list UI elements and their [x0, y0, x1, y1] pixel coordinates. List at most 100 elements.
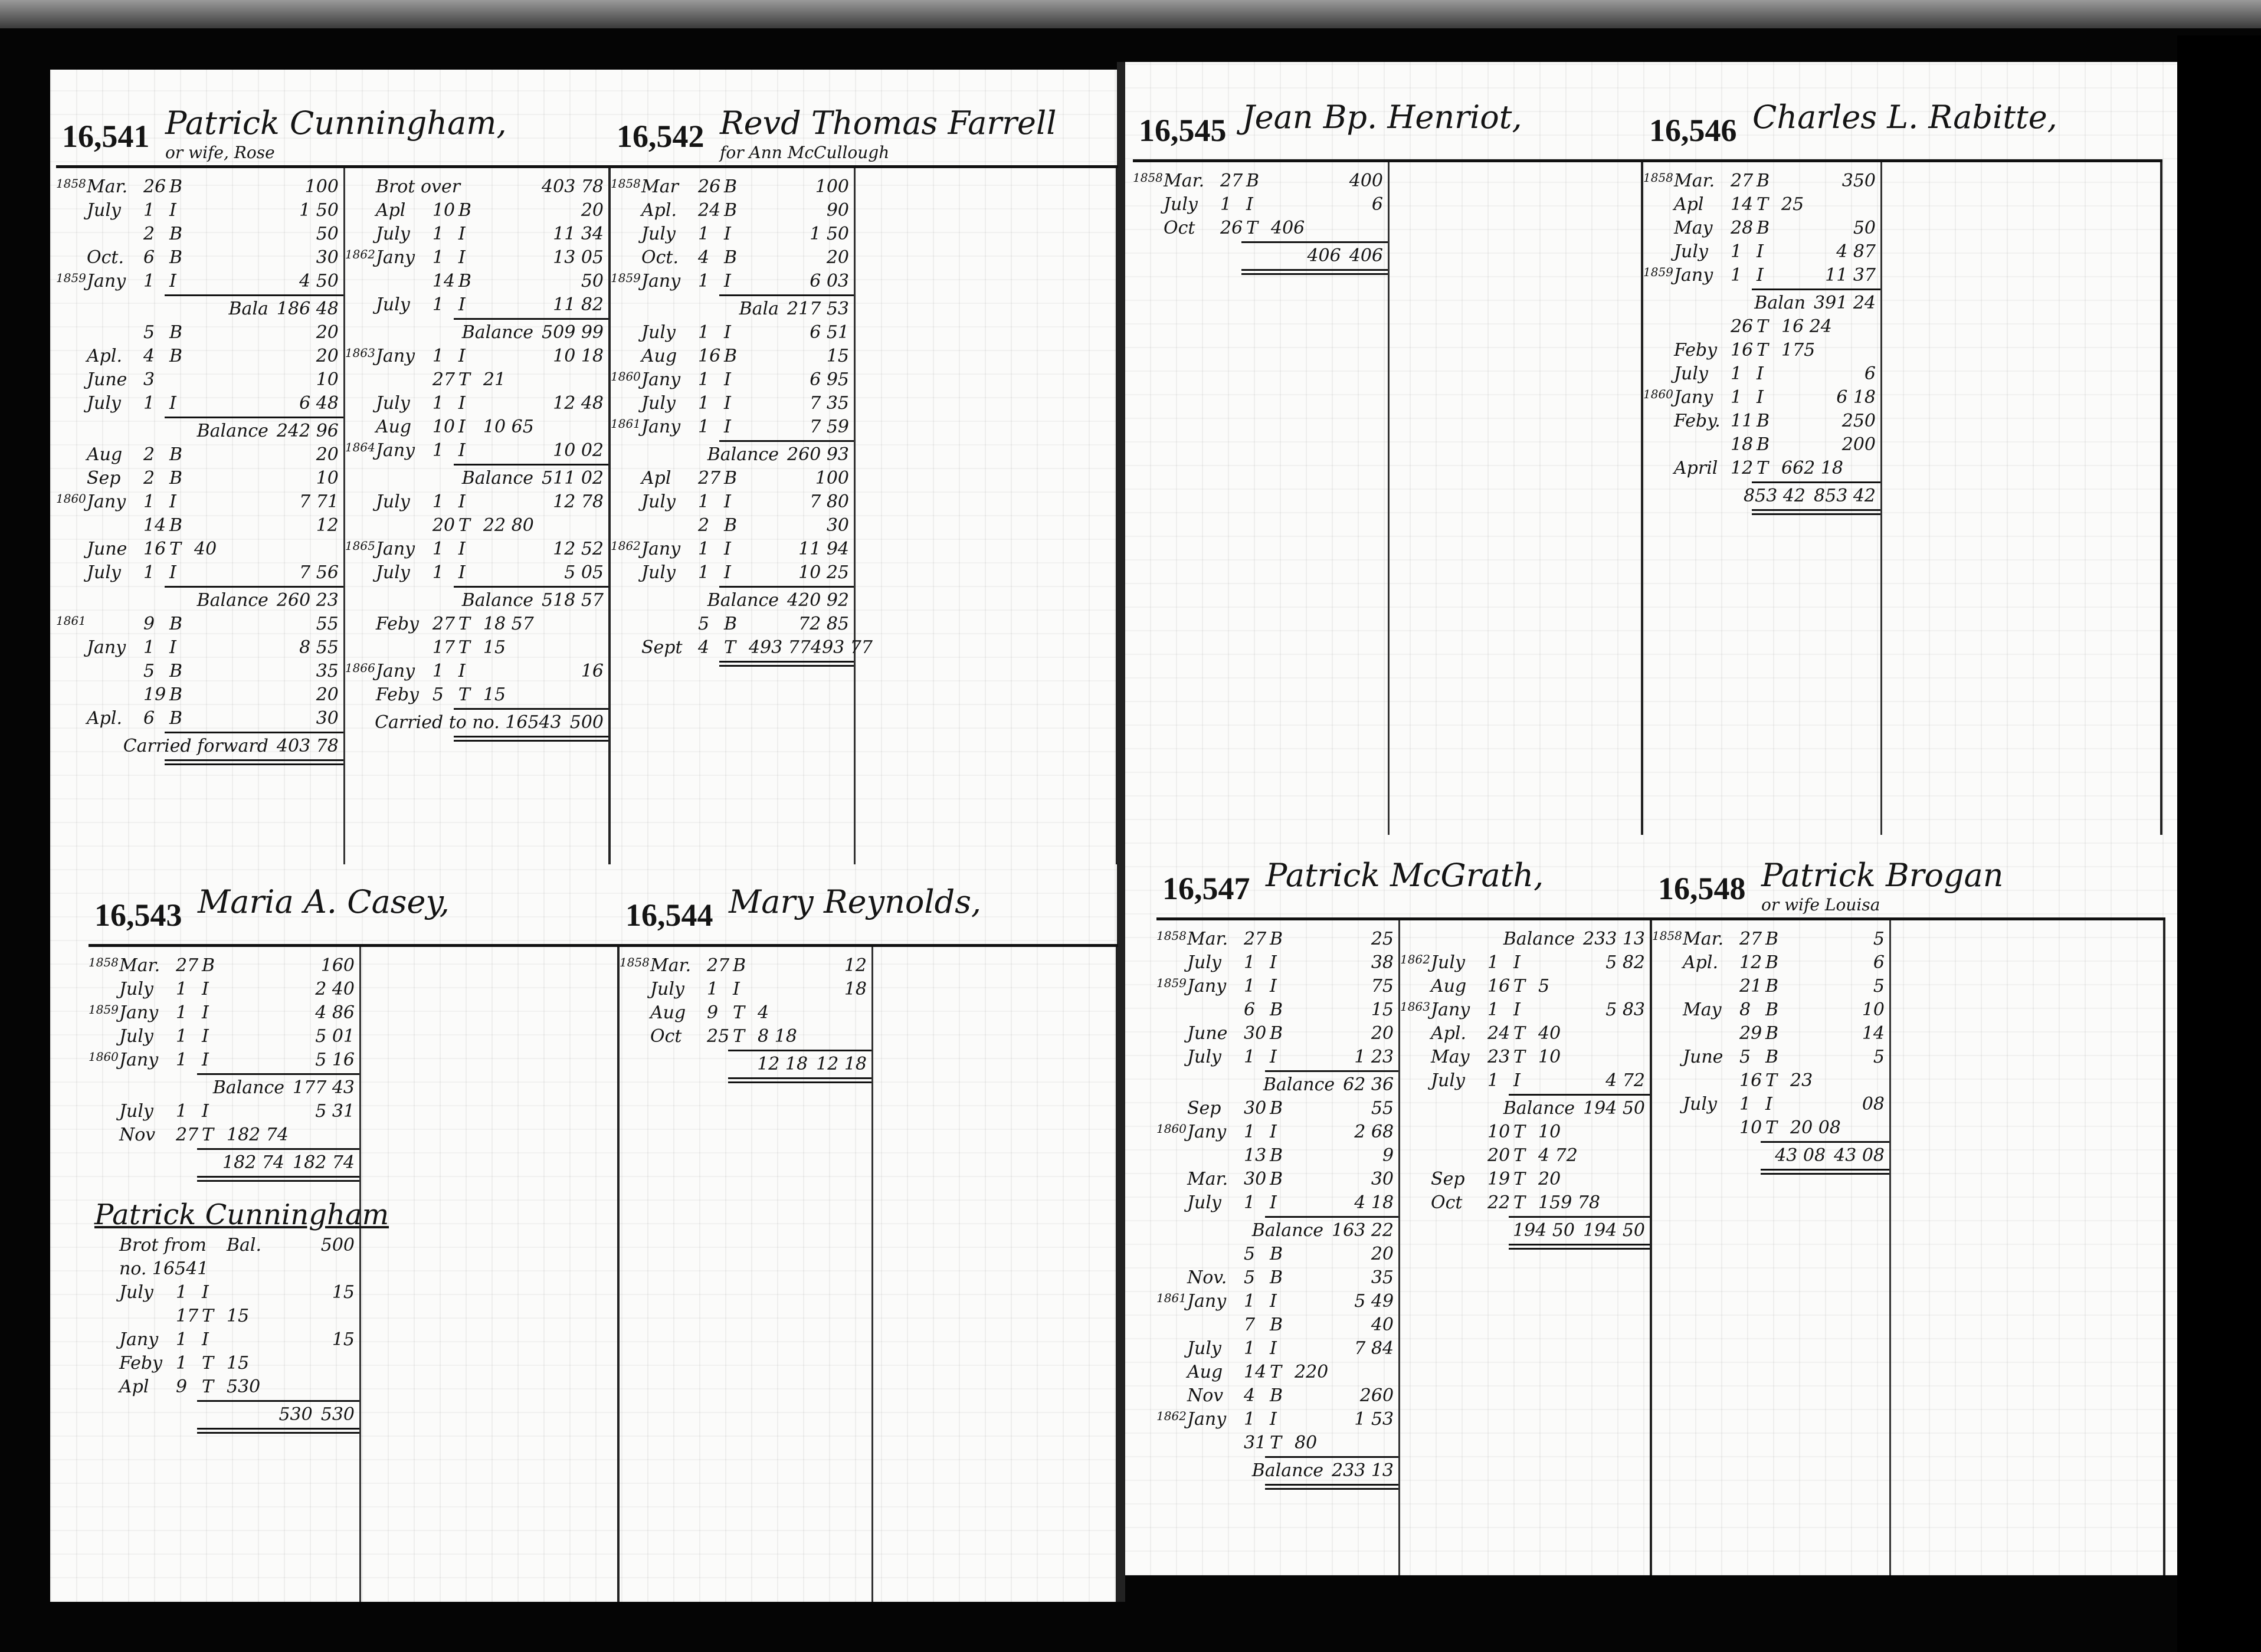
entry-day: 7 [1244, 1315, 1256, 1335]
ledger-entry: July 1 I 11 82 [345, 293, 608, 317]
entry-amount: 182 74 [227, 1125, 289, 1145]
account-header: 16,546 Charles L. Rabitte, [1643, 88, 2162, 162]
ledger-entry: 2 B 50 [56, 222, 343, 246]
ledger-entry: 1860 Jany 1 I 5 16 [89, 1048, 359, 1072]
entry-balance: 5 82 [1605, 952, 1645, 973]
entry-ref: I [202, 979, 209, 999]
entry-ref: I [1513, 952, 1521, 973]
entry-amount [1291, 951, 1371, 975]
account-number: 16,543 [94, 897, 182, 933]
ledger-entry: 5 B 72 85 [611, 612, 854, 636]
entry-amount [480, 199, 581, 222]
entry-amount: Balance [1251, 1220, 1324, 1241]
entry-balance: 177 43 [293, 1077, 355, 1098]
entry-balance: 1 50 [810, 224, 849, 244]
ledger-entry: Sep 2 B 10 [56, 467, 343, 490]
entry-month: Apl [641, 468, 671, 489]
entry-amount [191, 636, 299, 660]
entry-year [56, 636, 87, 660]
entry-balance: 420 92 [787, 590, 849, 611]
ledger-entry: 14 B 12 [56, 514, 343, 537]
entry-month: Jany [641, 539, 681, 559]
entry-balance: 90 [826, 200, 849, 221]
entry-month: Apl [119, 1376, 149, 1397]
entry-amount: 406 [1307, 245, 1341, 266]
entry-year [89, 1234, 119, 1281]
debit-side: 1858 Mar. 27 B 160 July 1 I 2 40 1859 Jany 1 I 4 86 Ju… [89, 947, 389, 1602]
entry-day: 13 [1244, 1145, 1267, 1166]
entry-month: Oct. [87, 247, 124, 268]
entry-balance: 20 [1371, 1023, 1394, 1044]
total-rule [197, 1400, 359, 1402]
entry-year [345, 222, 376, 246]
entry-ref: I [458, 393, 466, 414]
entry-amount [1291, 1045, 1354, 1069]
transferred-account-heading: Patrick Cunningham [94, 1198, 389, 1231]
entry-year [1643, 339, 1674, 362]
entry-year: 1858 [1643, 171, 1673, 185]
entry-ref: B [1270, 1244, 1283, 1264]
entry-year [56, 392, 87, 415]
ledger-entry: Balance 177 43 [89, 1076, 359, 1100]
entry-amount [191, 175, 305, 199]
entry-amount [191, 683, 316, 707]
entry-balance: 242 96 [276, 421, 339, 441]
entry-amount [745, 321, 810, 345]
entry-amount: 4 72 [1538, 1145, 1578, 1166]
entry-amount: 530 [278, 1404, 313, 1425]
entry-amount: 662 18 [1781, 458, 1843, 478]
account-holder-name: Patrick Brogan [1761, 857, 2004, 894]
entry-month [376, 368, 432, 392]
entry-balance: 6 03 [810, 271, 849, 291]
entry-ref: I [724, 562, 731, 583]
ledger-entry: 1860 Jany 1 I 6 18 [1643, 386, 1880, 409]
entry-year [1400, 1191, 1431, 1215]
account-holder-note: or wife Louisa [1761, 895, 1880, 914]
account-holder-note: for Ann McCullough [720, 143, 890, 162]
entry-month: Nov [119, 1125, 156, 1145]
entry-balance: 5 16 [315, 1050, 355, 1070]
entry-month: July [1674, 363, 1708, 384]
account-entries: 1858 Mar. 27 B 160 July 1 I 2 40 1859 Jany 1 I 4 86 Ju… [89, 947, 620, 1602]
entry-year [1400, 1120, 1431, 1144]
entry-ref: T [1757, 340, 1769, 360]
total-rule [1241, 241, 1388, 243]
ledger-entry: 26 T 16 24 [1643, 315, 1880, 339]
entry-balance: 15 [332, 1282, 355, 1303]
total-rule [719, 294, 854, 296]
entry-balance: 35 [316, 661, 339, 681]
entry-amount [1267, 169, 1349, 193]
entry-amount [480, 392, 553, 415]
entry-ref: B [202, 955, 215, 976]
ledger-entry: Aug 16 T 5 [1400, 975, 1650, 998]
entry-ref: B [1765, 976, 1779, 997]
ledger-entry: May 23 T 10 [1400, 1045, 1650, 1069]
entry-balance [604, 514, 608, 537]
entry-year [345, 392, 376, 415]
entry-balance: 15 [1371, 999, 1394, 1020]
entry-ref: B [1765, 999, 1779, 1020]
entry-ref: B [1757, 171, 1770, 191]
entry-amount: Balance [1503, 929, 1575, 949]
entry-day: 16 [698, 346, 721, 366]
entry-ref: B [724, 515, 738, 536]
ledger-entry: 1860 Jany 1 I 2 68 [1156, 1120, 1398, 1144]
entry-month: Aug [375, 417, 412, 437]
entry-balance: 18 [844, 979, 867, 999]
entry-day: 1 [176, 1002, 188, 1023]
entry-balance: 25 [1371, 929, 1394, 949]
entry-day: 27 [1244, 929, 1267, 949]
entry-ref: B [169, 346, 183, 366]
entry-amount: 406 [1271, 218, 1305, 238]
entry-year [89, 1375, 119, 1399]
entry-balance [355, 1352, 359, 1375]
ledger-entry: Brot from no. 16541 Bal. 500 [89, 1234, 359, 1281]
entry-ref: B [733, 955, 746, 976]
entry-year [345, 270, 376, 293]
entry-ref: I [724, 539, 731, 559]
entry-amount [1291, 1097, 1371, 1120]
entry-year [1156, 1243, 1187, 1266]
entry-year [345, 514, 376, 537]
ledger-entry: Apl 14 T 25 [1643, 193, 1880, 217]
entry-year [1156, 1097, 1187, 1120]
